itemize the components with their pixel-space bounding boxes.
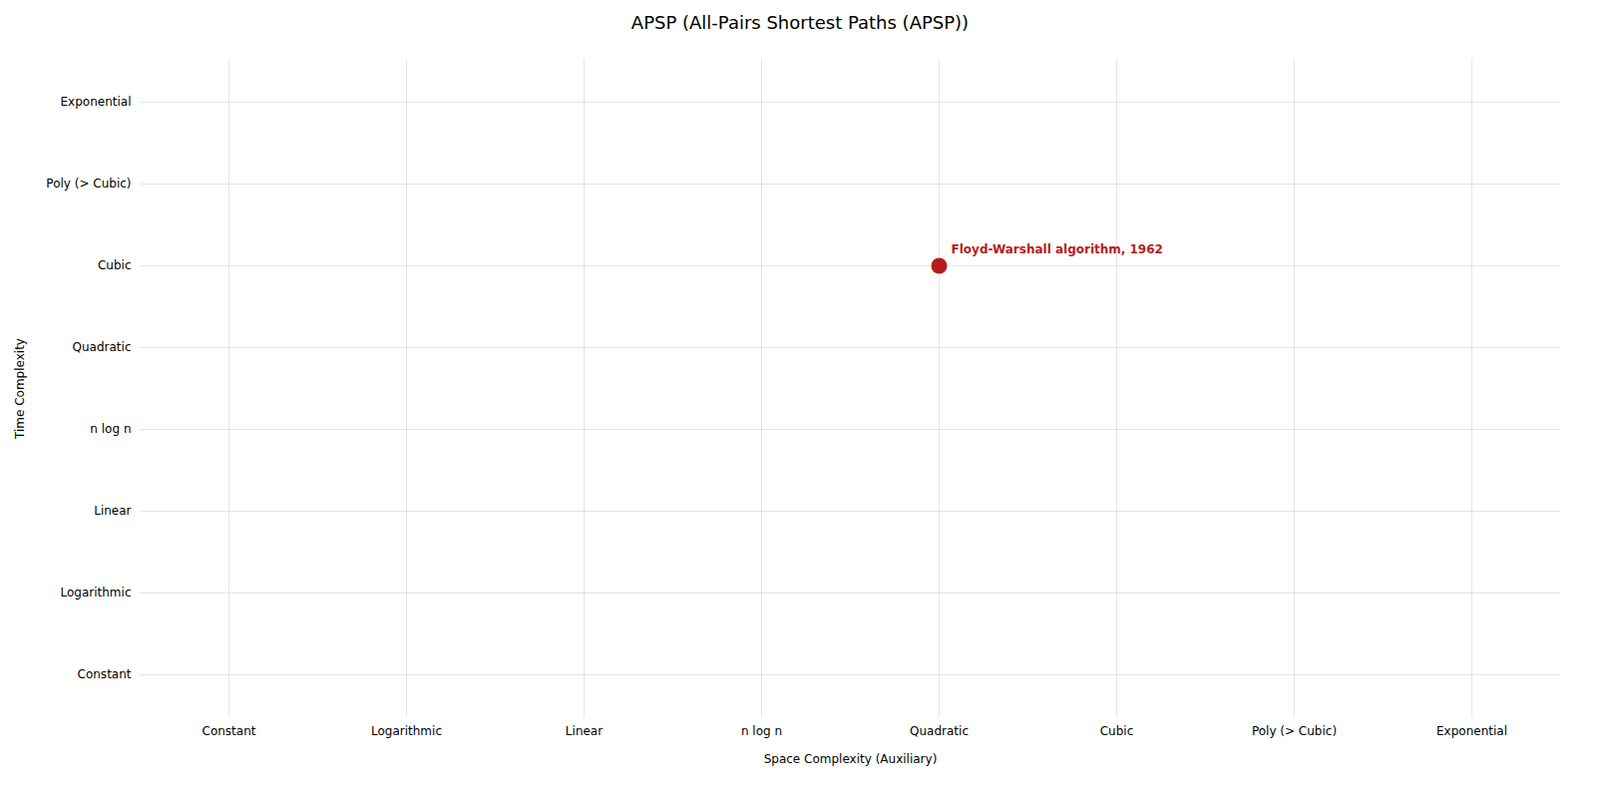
svg-text:Floyd-Warshall algorithm, 1962: Floyd-Warshall algorithm, 1962 <box>951 242 1164 257</box>
svg-text:Logarithmic: Logarithmic <box>371 724 442 739</box>
svg-text:Quadratic: Quadratic <box>72 340 132 355</box>
svg-text:Quadratic: Quadratic <box>909 724 969 739</box>
svg-text:Linear: Linear <box>93 503 131 518</box>
html-text:APSP (All-Pairs Shortest Paths: APSP (All-Pairs Shortest Paths (APSP)) <box>631 11 969 33</box>
svg-text:Poly (> Cubic): Poly (> Cubic) <box>1251 724 1337 739</box>
svg-text:Logarithmic: Logarithmic <box>60 585 132 600</box>
svg-text:Constant: Constant <box>77 667 132 682</box>
svg-text:n log n: n log n <box>741 724 783 739</box>
svg-text:Space Complexity (Auxiliary): Space Complexity (Auxiliary) <box>764 752 938 767</box>
svg-text:Linear: Linear <box>565 724 603 739</box>
svg-text:Time Complexity: Time Complexity <box>12 338 27 440</box>
svg-text:Constant: Constant <box>202 724 257 739</box>
svg-text:Exponential: Exponential <box>60 94 132 109</box>
svg-text:Poly (> Cubic): Poly (> Cubic) <box>45 176 131 191</box>
svg-text:Cubic: Cubic <box>97 258 132 273</box>
svg-text:Cubic: Cubic <box>1100 724 1135 739</box>
svg-text:Exponential: Exponential <box>1436 724 1508 739</box>
svg-text:n log n: n log n <box>89 421 131 436</box>
